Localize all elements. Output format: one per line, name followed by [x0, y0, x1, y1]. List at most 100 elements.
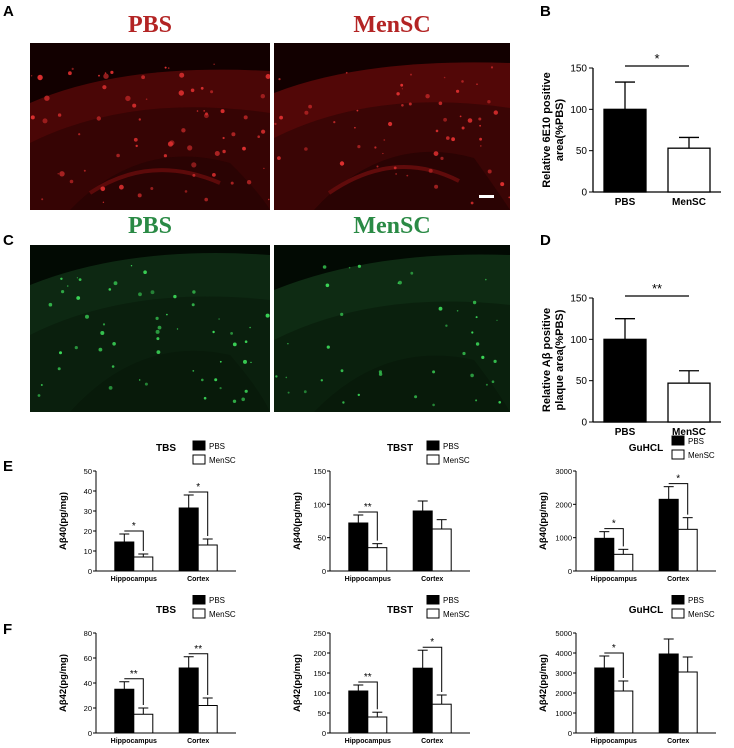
plaque-spot — [445, 324, 448, 327]
plaque-spot — [451, 137, 455, 142]
plaque-spot — [196, 110, 199, 112]
plaque-spot — [308, 104, 312, 109]
plaque-spot — [345, 71, 348, 74]
plaque-spot — [30, 115, 35, 120]
bar-mensc-hippocampus — [133, 556, 154, 572]
y-axis-label-line: plaque area(%PBS) — [554, 309, 566, 410]
plaque-spot — [287, 391, 290, 394]
plaque-spot — [275, 375, 278, 378]
plaque-spot — [388, 121, 393, 127]
plaque-spot — [103, 73, 109, 79]
bar-mensc-hippocampus — [613, 553, 634, 572]
bar-pbs-hippocampus — [594, 537, 615, 572]
bar-pbs-cortex — [658, 498, 679, 572]
bar-pbs-cortex — [178, 667, 199, 734]
y-axis-label-line: Relative 6E10 positive — [541, 72, 553, 188]
plaque-spot — [476, 83, 478, 85]
y-tick-label: 50 — [318, 534, 326, 543]
significance-bracket — [668, 483, 689, 515]
plaque-spot — [230, 181, 234, 185]
plaque-spot — [263, 167, 265, 170]
plaque-spot — [472, 300, 477, 305]
legend-swatch-pbs — [426, 595, 440, 605]
plaque-spot — [173, 294, 177, 299]
plaque-spot — [481, 355, 485, 359]
plaque-spot — [130, 265, 133, 267]
plaque-spot — [83, 169, 86, 172]
bar-pbs-hippocampus — [594, 667, 615, 734]
y-axis-label-line: area(%PBS) — [554, 98, 566, 161]
x-tick-label: Hippocampus — [591, 738, 637, 745]
plaque-spot — [192, 290, 196, 294]
plaque-spot — [354, 126, 356, 129]
chart-title: TBST — [387, 443, 413, 454]
bar-mensc — [667, 382, 711, 423]
plaque-spot — [260, 94, 265, 99]
plaque-spot — [108, 288, 112, 291]
plaque-spot — [279, 115, 283, 120]
y-axis-label: Aβ40(pg/mg) — [538, 492, 549, 550]
bar-pbs — [603, 108, 647, 193]
y-axis-label: Aβ42(pg/mg) — [58, 654, 69, 712]
plaque-spot — [485, 383, 488, 386]
chart-e3: GuHCL 0 1000 2000 3000 Hippocampus Cortex * * Aβ4… — [538, 435, 716, 583]
y-axis-label: Aβ40(pg/mg) — [292, 492, 303, 550]
legend-swatch-mensc — [671, 449, 685, 460]
plaque-spot — [214, 151, 220, 156]
y-tick-label: 3000 — [555, 669, 572, 678]
plaque-spot — [428, 168, 433, 173]
legend-label: PBS — [688, 437, 704, 446]
plaque-spot — [144, 382, 148, 386]
plaque-spot — [96, 116, 102, 121]
plaque-spot — [37, 74, 43, 81]
plaque-spot — [205, 112, 208, 116]
plaque-spot — [41, 198, 44, 201]
y-tick-label: 1000 — [555, 709, 572, 718]
plaque-spot — [204, 197, 208, 202]
plaque-spot — [222, 136, 225, 140]
plaque-spot — [125, 95, 131, 102]
y-axis-label: Aβ42(pg/mg) — [538, 654, 549, 712]
plaque-spot — [135, 144, 138, 148]
x-tick-label: Cortex — [421, 738, 443, 745]
plaque-spot — [443, 76, 446, 79]
plaque-spot — [438, 101, 443, 106]
significance-marker: * — [612, 643, 616, 654]
plaque-spot — [201, 378, 204, 382]
plaque-spot — [200, 86, 204, 90]
plaque-spot — [57, 367, 61, 371]
chart-title: TBS — [156, 443, 176, 454]
plaque-spot — [406, 174, 409, 177]
y-tick-label: 20 — [84, 704, 92, 713]
legend-label: MenSC — [688, 451, 715, 460]
plaque-spot — [475, 316, 478, 319]
plaque-spot — [250, 361, 252, 364]
legend-label: PBS — [443, 442, 459, 451]
plaque-spot — [432, 403, 435, 407]
plaque-spot — [163, 154, 167, 158]
plaque-spot — [102, 201, 105, 203]
plaque-spot — [339, 161, 345, 166]
plaque-spot — [219, 387, 222, 390]
plaque-spot — [242, 146, 246, 151]
legend-label: PBS — [209, 596, 225, 605]
significance-bracket — [188, 653, 209, 695]
bar-mensc-hippocampus — [367, 547, 388, 572]
plaque-spot — [119, 184, 124, 190]
x-tick-label: MenSC — [672, 427, 706, 438]
plaque-spot — [326, 345, 330, 349]
y-tick-label: 10 — [84, 547, 92, 556]
y-axis-label: Relative Aβ positiveplaque area(%PBS) — [541, 308, 566, 412]
y-tick-label: 250 — [313, 629, 326, 638]
plaque-spot — [241, 397, 245, 402]
x-tick-label: Hippocampus — [111, 576, 157, 583]
x-tick-label: Cortex — [187, 738, 209, 745]
plaque-spot — [42, 118, 48, 124]
plaque-spot — [434, 184, 439, 189]
plaque-spot — [192, 370, 195, 372]
plaque-spot — [340, 369, 344, 373]
plaque-spot — [357, 393, 360, 397]
plaque-spot — [498, 401, 501, 404]
significance-bracket — [188, 491, 209, 536]
